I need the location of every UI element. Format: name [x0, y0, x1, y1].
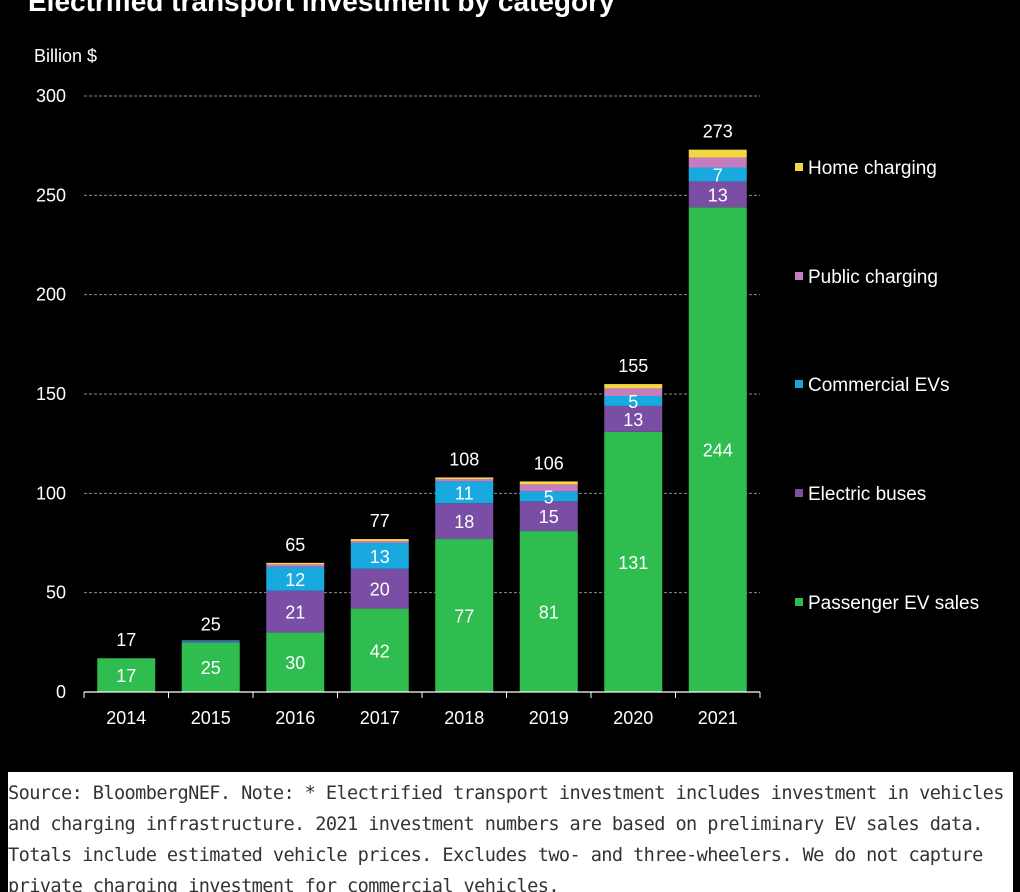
- y-tick-label: 50: [46, 583, 66, 603]
- total-label: 273: [703, 122, 733, 142]
- bar-2017-passenger-ev-sales: [350, 608, 409, 692]
- bar-2020-public-charging: [604, 388, 663, 396]
- segment-label: 77: [454, 607, 474, 627]
- x-tick-label: 2019: [529, 708, 569, 728]
- bar-2016-commercial-evs: [266, 566, 325, 591]
- x-tick-label: 2021: [698, 708, 738, 728]
- y-tick-label: 200: [36, 285, 66, 305]
- segment-label: 131: [618, 553, 648, 573]
- bar-2016-electric-buses: [266, 590, 325, 633]
- total-label: 25: [201, 614, 221, 634]
- segment-label: 30: [285, 653, 305, 673]
- y-tick-label: 100: [36, 483, 66, 503]
- total-label: 77: [370, 511, 390, 531]
- bar-2017-electric-buses: [350, 568, 409, 609]
- x-tick-label: 2014: [106, 708, 146, 728]
- segment-label: 5: [628, 392, 638, 412]
- bar-2018-home-charging: [435, 477, 494, 480]
- legend-swatch: [795, 489, 803, 497]
- legend-label: Public charging: [808, 267, 938, 288]
- segment-label: 11: [455, 483, 474, 503]
- bar-2021-commercial-evs: [688, 167, 747, 182]
- bar-2019-commercial-evs: [519, 491, 578, 502]
- bar-2015-passenger-ev-sales: [181, 642, 240, 692]
- legend-swatch: [795, 380, 803, 388]
- bar-2019-home-charging: [519, 481, 578, 485]
- segment-label: 13: [708, 185, 728, 205]
- bar-2014-passenger-ev-sales: [97, 658, 156, 692]
- y-tick-label: 150: [36, 384, 66, 404]
- footnote-text: Source: BloombergNEF. Note: * Electrifie…: [8, 783, 1004, 892]
- segment-label: 15: [539, 507, 559, 527]
- bar-2018-commercial-evs: [435, 481, 494, 504]
- bar-2020-home-charging: [604, 384, 663, 389]
- x-tick-label: 2015: [191, 708, 231, 728]
- bar-2015-commercial-evs: [181, 640, 240, 642]
- footnote: Source: BloombergNEF. Note: * Electrifie…: [8, 772, 1013, 892]
- y-tick-label: 250: [36, 185, 66, 205]
- segment-label: 12: [285, 570, 305, 590]
- bar-2016-passenger-ev-sales: [266, 632, 325, 692]
- y-tick-label: 0: [56, 682, 66, 702]
- x-tick-label: 2018: [444, 708, 484, 728]
- bar-2019-public-charging: [519, 484, 578, 492]
- legend-label: Home charging: [808, 158, 937, 179]
- bar-2019-electric-buses: [519, 501, 578, 532]
- legend-swatch: [795, 272, 803, 280]
- segment-label: 25: [201, 658, 221, 678]
- bars: [97, 149, 747, 692]
- bar-2016-public-charging: [266, 564, 325, 567]
- legend-label: Passenger EV sales: [808, 593, 979, 614]
- segment-label: 13: [370, 547, 390, 567]
- total-label: 108: [449, 449, 479, 469]
- y-tick-label: 300: [36, 86, 66, 106]
- segment-label: 18: [454, 512, 474, 532]
- bar-2016-home-charging: [266, 562, 325, 565]
- bar-2021-passenger-ev-sales: [688, 207, 747, 692]
- chart-plot: Billion $ 17 17 25 25 30 21 12 65 42 20 13 77 77 18 11…: [34, 46, 979, 728]
- total-label: 155: [618, 356, 648, 376]
- y-axis-label: Billion $: [34, 46, 97, 66]
- total-label: 65: [285, 535, 305, 555]
- bar-2018-public-charging: [435, 479, 494, 482]
- x-tick-label: 2016: [275, 708, 315, 728]
- segment-label: 244: [703, 441, 733, 461]
- bar-2017-commercial-evs: [350, 543, 409, 569]
- bar-2021-electric-buses: [688, 181, 747, 208]
- chart-title: Electrified transport investment by cate…: [28, 0, 615, 17]
- x-tick-label: 2020: [613, 708, 653, 728]
- legend-swatch: [795, 163, 803, 171]
- legend-swatch: [795, 598, 803, 606]
- segment-label: 7: [713, 165, 723, 185]
- segment-label: 13: [623, 410, 643, 430]
- legend: Home charging Public charging Commercial E…: [795, 158, 979, 614]
- x-tick-label: 2017: [360, 708, 400, 728]
- segment-label: 21: [285, 603, 305, 623]
- bar-2018-electric-buses: [435, 503, 494, 540]
- bar-2018-passenger-ev-sales: [435, 539, 494, 692]
- bar-2020-passenger-ev-sales: [604, 431, 663, 692]
- bar-2020-commercial-evs: [604, 395, 663, 406]
- segment-label: 81: [539, 603, 559, 623]
- bar-2019-passenger-ev-sales: [519, 531, 578, 692]
- bar-2017-public-charging: [350, 541, 409, 543]
- segment-label: 42: [370, 641, 390, 661]
- total-label: 106: [534, 453, 564, 473]
- bar-2021-public-charging: [688, 157, 747, 168]
- legend-label: Electric buses: [808, 484, 926, 505]
- gridlines: [84, 95, 760, 594]
- bar-2020-electric-buses: [604, 405, 663, 432]
- bar-2015-electric-buses: [181, 641, 240, 643]
- segment-label: 5: [544, 487, 554, 507]
- bar-2021-home-charging: [688, 149, 747, 158]
- segment-label: 17: [116, 666, 136, 686]
- legend-label: Commercial EVs: [808, 375, 949, 396]
- total-label: 17: [116, 630, 136, 650]
- bar-labels: 1717252530211265422013777718111088115510…: [116, 122, 733, 686]
- segment-label: 20: [370, 580, 390, 600]
- bar-2017-home-charging: [350, 539, 409, 542]
